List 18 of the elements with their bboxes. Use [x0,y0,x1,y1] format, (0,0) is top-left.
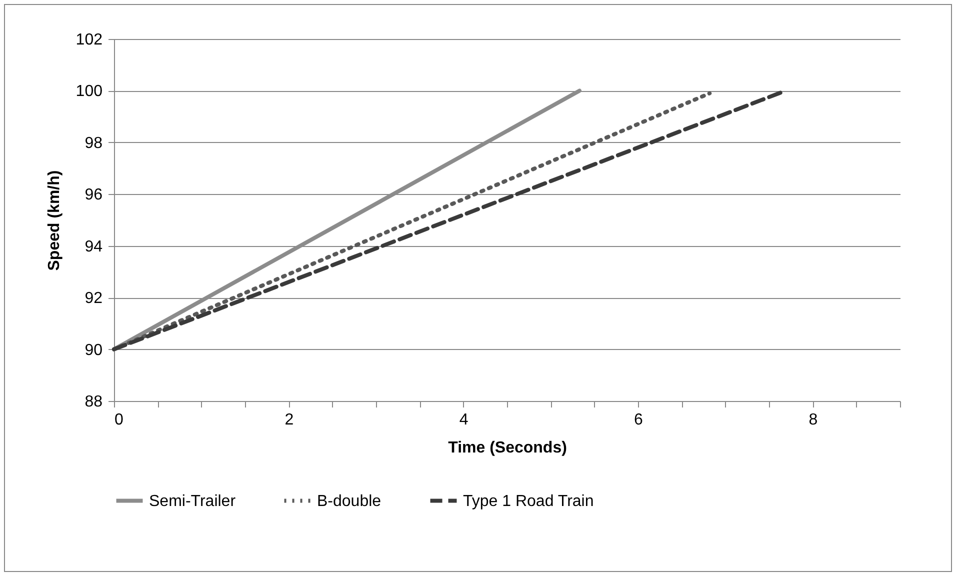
y-tick-label: 102 [76,32,103,48]
x-axis-title: Time (Seconds) [448,440,567,456]
y-tick-label: 90 [84,342,103,359]
x-tick-label: 4 [459,412,468,428]
x-tick-label: 0 [114,412,124,428]
x-tick-label: 2 [284,412,294,428]
x-tick-label: 6 [634,412,644,428]
y-tick-label: 96 [84,186,103,204]
legend-label: B-double [317,492,382,510]
y-tick-label: 88 [84,394,103,410]
y-tick-label: 98 [84,134,103,152]
y-tick-label: 92 [84,290,103,308]
y-axis-title: Speed (km/h) [46,170,63,271]
x-tick-label: 8 [808,412,818,428]
y-tick-label: 94 [84,238,103,256]
legend-label: Semi-Trailer [149,492,236,510]
y-tick-label: 100 [76,83,103,100]
legend-label: Type 1 Road Train [463,492,594,510]
